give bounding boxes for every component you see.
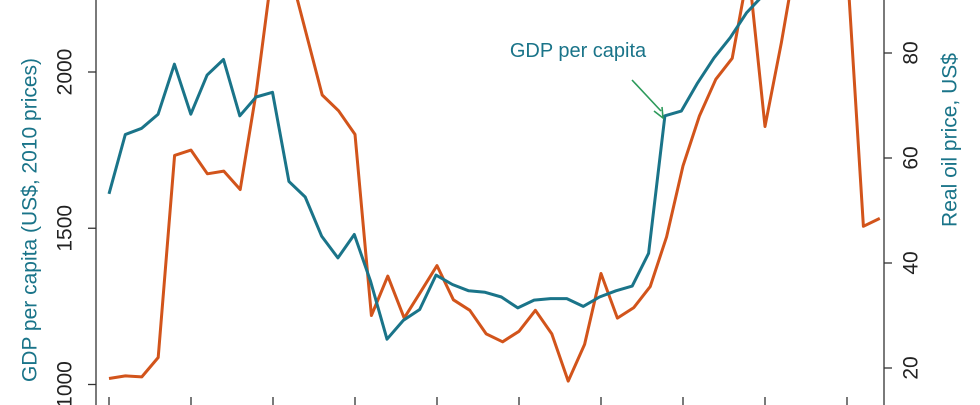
left-tick-label: 2000 bbox=[54, 49, 77, 96]
right-tick-label: 80 bbox=[900, 41, 923, 64]
annotation-arrow bbox=[631, 79, 664, 120]
right-axis: 20 40 60 80 bbox=[883, 0, 923, 405]
left-tick-label: 1500 bbox=[54, 205, 77, 252]
bottom-tick-group bbox=[108, 397, 848, 405]
right-axis-label: Real oil price, US$ bbox=[939, 53, 962, 227]
annotation-arrow-shaft bbox=[631, 79, 662, 112]
right-tick-label: 60 bbox=[900, 146, 923, 169]
right-tick-label: 40 bbox=[900, 251, 923, 274]
gdp-annotation-label: GDP per capita bbox=[510, 40, 647, 62]
right-tick-group: 20 40 60 80 bbox=[884, 41, 923, 380]
left-axis: 1000 1500 2000 bbox=[54, 0, 97, 405]
bottom-axis bbox=[108, 397, 848, 405]
annotation-arrow-head bbox=[653, 106, 664, 120]
gdp-per-capita-series-line bbox=[107, 0, 761, 341]
right-tick-label: 20 bbox=[900, 356, 923, 379]
left-tick-group: 1000 1500 2000 bbox=[54, 49, 96, 405]
oil-price-series-line bbox=[108, 0, 881, 383]
left-axis-label: GDP per capita (US$, 2010 prices) bbox=[19, 58, 42, 382]
plot-area bbox=[107, 0, 881, 383]
left-tick-label: 1000 bbox=[54, 361, 77, 405]
